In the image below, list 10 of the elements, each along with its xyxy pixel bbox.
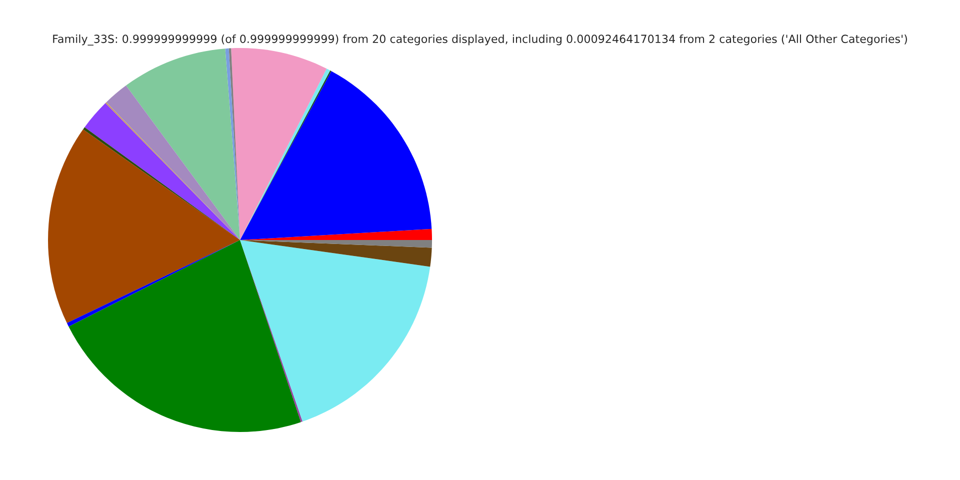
pie-slice (231, 48, 327, 240)
pie-slice (240, 240, 430, 422)
pie-slice (225, 48, 240, 240)
pie-slice (48, 129, 240, 324)
pie-slice (68, 240, 301, 432)
pie-slice (240, 240, 432, 267)
pie-slice (83, 127, 240, 240)
pie-slice (126, 48, 240, 240)
text: Family_33S: 0.999999999999 (of 0.999999999999) from 20 categories displayed, including 0.00092464170134 from 2 categories ('All Other Categories') (53, 34, 907, 46)
pie-slice (240, 71, 432, 240)
